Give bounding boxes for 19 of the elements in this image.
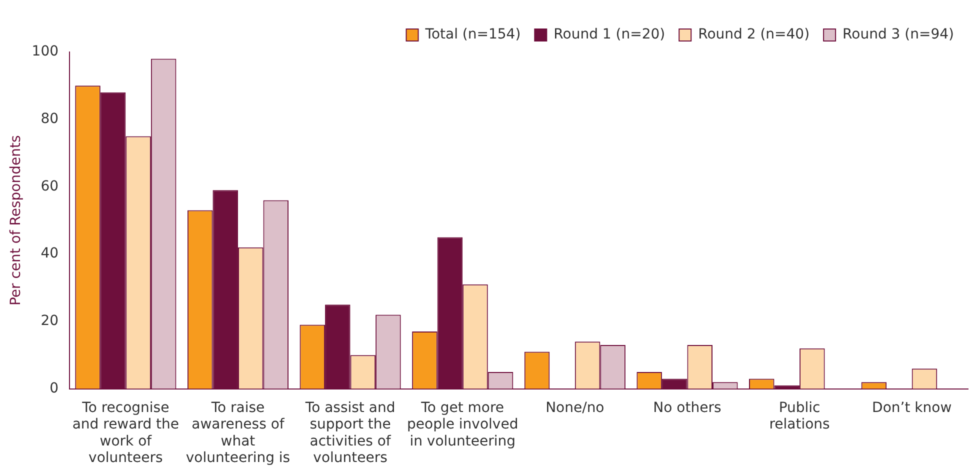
legend-label: Round 1 (n=20) xyxy=(554,26,666,43)
x-tick-label: No others xyxy=(653,400,722,416)
y-tick-label: 60 xyxy=(40,178,59,194)
x-tick-label: None/no xyxy=(546,400,604,416)
x-tick-label: To assist and support the activities of volunteers xyxy=(304,400,396,466)
x-tick-label: To raise awareness of what volunteering is xyxy=(186,400,290,466)
x-tick-label: Don’t know xyxy=(872,400,952,416)
y-tick-label: 100 xyxy=(32,44,59,60)
legend-label: Round 3 (n=94) xyxy=(842,26,954,43)
y-tick-label: 80 xyxy=(40,111,59,127)
x-tick-label: To recognise and reward the work of volunteers xyxy=(72,400,180,466)
legend-label: Round 2 (n=40) xyxy=(698,26,810,43)
y-tick-label: 20 xyxy=(40,313,59,330)
y-axis-title: Per cent of Respondents xyxy=(8,135,24,306)
x-tick-label: To get more people involved in volunteering xyxy=(407,400,518,450)
y-tick-label: 0 xyxy=(50,380,59,396)
legend-label: Total (n=154) xyxy=(424,26,521,43)
x-tick-label: Public relations xyxy=(769,400,830,433)
y-tick-label: 40 xyxy=(40,246,59,262)
